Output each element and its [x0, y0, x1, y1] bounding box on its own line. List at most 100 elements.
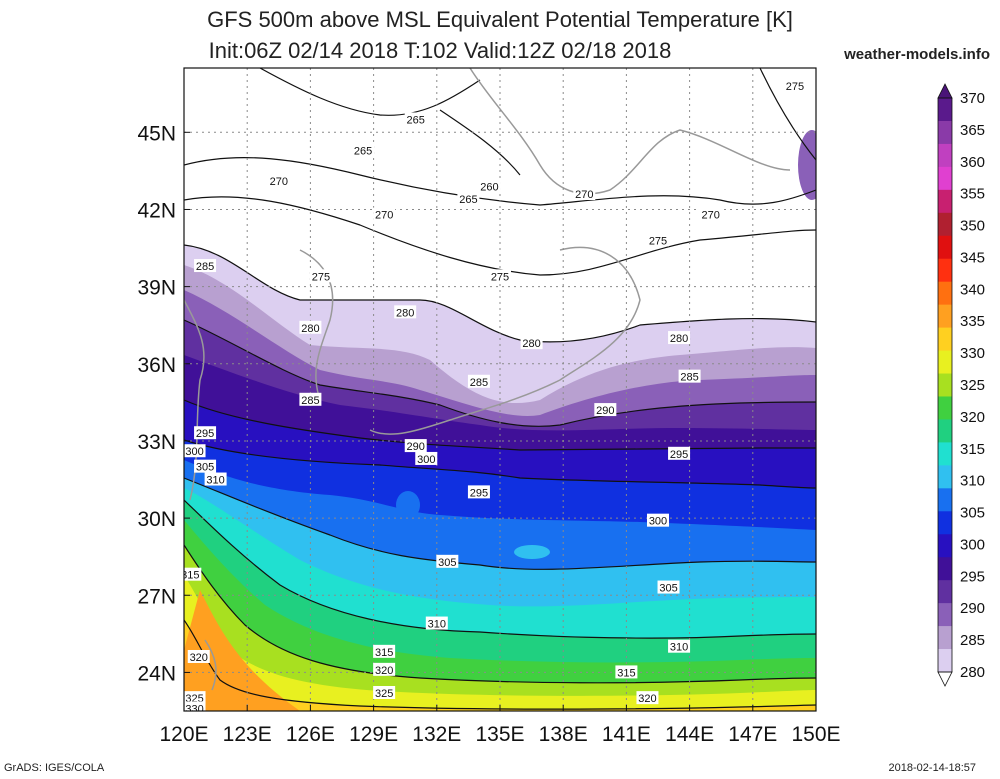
- colorbar-swatch: [938, 534, 952, 558]
- band-335: [184, 520, 816, 711]
- lon-tick-label: 144E: [665, 723, 714, 746]
- lon-tick-label: 123E: [223, 723, 272, 746]
- colorbar-swatch: [938, 235, 952, 260]
- colorbar-swatch: [938, 258, 952, 283]
- contour-label: 315: [373, 644, 396, 659]
- colorbar-label: 335: [960, 313, 985, 330]
- colorbar-top-arrow: [937, 83, 953, 99]
- svg-text:305: 305: [438, 557, 456, 569]
- svg-text:270: 270: [575, 189, 593, 201]
- brand-label: weather-models.info: [844, 46, 990, 63]
- contour-label: 315: [615, 665, 638, 679]
- svg-text:315: 315: [617, 667, 635, 679]
- svg-text:320: 320: [638, 693, 656, 705]
- contour-label: 330: [184, 701, 206, 711]
- contour-label: 300: [647, 513, 669, 528]
- svg-text:320: 320: [375, 665, 393, 677]
- contour-label: 290: [404, 439, 427, 453]
- contour-label: 265: [457, 192, 480, 206]
- lat-tick-label: 42N: [137, 199, 176, 222]
- lon-tick-label: 126E: [286, 723, 335, 746]
- contour-label: 285: [467, 374, 490, 389]
- lon-tick-label: 147E: [728, 723, 777, 746]
- contour-label: 285: [299, 392, 322, 407]
- colorbar-swatch: [938, 557, 952, 581]
- lat-tick-label: 33N: [137, 431, 176, 454]
- contour-label: 280: [394, 305, 417, 319]
- svg-text:295: 295: [670, 449, 688, 461]
- lon-tick-label: 150E: [791, 723, 840, 746]
- colorbar-swatch: [938, 98, 952, 122]
- lat-tick-label: 24N: [137, 662, 176, 685]
- lon-tick-label: 135E: [475, 723, 524, 746]
- svg-text:310: 310: [206, 475, 224, 487]
- svg-text:325: 325: [375, 688, 393, 700]
- island-blob: [396, 491, 420, 519]
- theta-e-field: 2652652602652702702702702752752752752802…: [181, 68, 816, 711]
- colorbar-swatch: [938, 143, 952, 168]
- contour-label: 315: [181, 567, 202, 582]
- svg-text:285: 285: [301, 395, 319, 407]
- contour-label: 275: [783, 79, 806, 93]
- map-title-line1: GFS 500m above MSL Equivalent Potential …: [207, 7, 793, 32]
- colorbar-label: 300: [960, 536, 985, 553]
- colorbar-swatch: [938, 626, 952, 650]
- colorbar-swatch: [938, 511, 952, 535]
- colorbar-label: 325: [960, 377, 985, 394]
- contour-label: 275: [647, 233, 669, 247]
- colorbar-swatch: [938, 281, 952, 306]
- colorbar-label: 360: [960, 154, 985, 171]
- colorbar-label: 315: [960, 441, 985, 458]
- colorbar-bottom-arrow: [937, 671, 953, 687]
- contour-label: 305: [657, 580, 680, 595]
- contour-label: 305: [436, 554, 459, 569]
- contour-label: 310: [668, 639, 691, 654]
- map-title-line2: Init:06Z 02/14 2018 T:102 Valid:12Z 02/1…: [208, 38, 672, 63]
- contour-label: 295: [467, 485, 490, 499]
- colorbar-swatch: [938, 189, 952, 214]
- credit-label: GrADS: IGES/COLA: [4, 762, 105, 774]
- svg-text:295: 295: [196, 428, 214, 440]
- colorbar-swatch: [938, 373, 952, 397]
- svg-text:285: 285: [196, 261, 214, 273]
- contour-label: 300: [415, 451, 438, 466]
- colorbar-label: 305: [960, 505, 985, 522]
- svg-text:310: 310: [428, 619, 446, 631]
- svg-text:280: 280: [670, 333, 688, 345]
- contour-label: 320: [373, 662, 396, 677]
- contour-label: 310: [425, 616, 448, 631]
- svg-text:285: 285: [680, 372, 698, 384]
- colorbar: 370 365 360 355 350 345 340 335 330 325 320 315 310 3…: [937, 83, 985, 687]
- svg-text:265: 265: [407, 114, 425, 126]
- contour-label: 280: [668, 331, 691, 345]
- colorbar-label: 285: [960, 632, 985, 649]
- svg-text:285: 285: [470, 377, 488, 389]
- colorbar-swatch: [938, 396, 952, 420]
- lat-tick-label: 39N: [137, 277, 176, 300]
- colorbar-swatch: [938, 603, 952, 627]
- colorbar-label: 345: [960, 249, 985, 266]
- svg-text:295: 295: [470, 487, 488, 499]
- svg-text:315: 315: [181, 570, 199, 582]
- svg-text:270: 270: [375, 210, 393, 222]
- contour-label: 305: [194, 459, 217, 474]
- svg-text:300: 300: [649, 516, 667, 528]
- colorbar-label: 295: [960, 568, 985, 585]
- svg-text:275: 275: [786, 81, 804, 93]
- colorbar-label: 370: [960, 90, 985, 107]
- colorbar-swatch: [938, 419, 952, 443]
- contour-label: 270: [699, 207, 722, 222]
- contour-label: 290: [594, 403, 617, 417]
- colorbar-label: 355: [960, 186, 985, 203]
- svg-text:265: 265: [354, 145, 372, 157]
- lat-tick-label: 27N: [137, 585, 176, 608]
- lat-tick-label: 30N: [137, 508, 176, 531]
- contour-label: 270: [267, 174, 290, 188]
- lat-tick-label: 45N: [137, 122, 176, 145]
- svg-text:275: 275: [491, 271, 509, 283]
- contour-label: 300: [184, 444, 206, 458]
- svg-text:275: 275: [649, 235, 667, 247]
- svg-text:310: 310: [670, 642, 688, 654]
- svg-text:320: 320: [190, 652, 208, 664]
